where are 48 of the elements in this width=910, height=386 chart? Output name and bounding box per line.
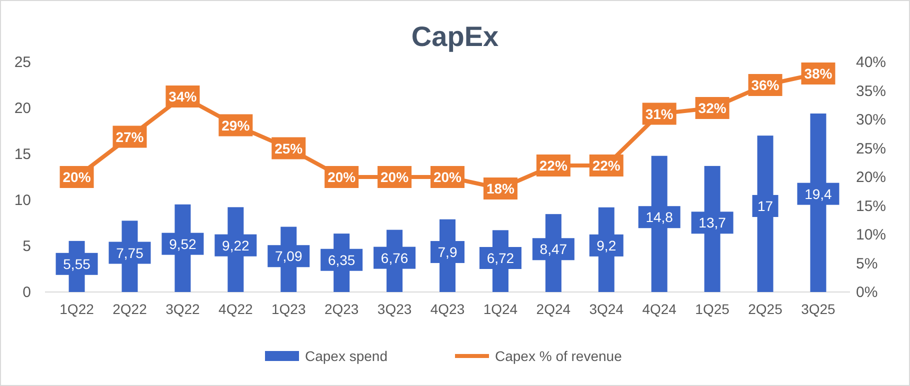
x-tick-label: 3Q23 — [377, 301, 412, 317]
y2-tick-label: 15% — [856, 198, 886, 215]
x-tick-label: 1Q23 — [271, 301, 306, 317]
y-tick-label: 15 — [14, 146, 31, 163]
data-label: 13,7 — [698, 214, 726, 231]
data-label: 9,2 — [596, 237, 616, 254]
data-label: 6,35 — [328, 252, 356, 268]
legend-label: Capex % of revenue — [495, 348, 622, 364]
y2-tick-label: 5% — [856, 255, 878, 272]
x-tick-label: 2Q22 — [112, 301, 148, 317]
chart-title: CapEx — [411, 21, 499, 52]
x-tick-label: 1Q24 — [483, 301, 518, 317]
y2-tick-label: 25% — [856, 140, 886, 158]
x-tick-label: 1Q25 — [695, 301, 730, 317]
y2-tick-label: 0% — [856, 284, 878, 301]
y-tick-label: 0 — [22, 284, 31, 301]
x-tick-label: 1Q22 — [60, 301, 94, 317]
x-tick-label: 2Q25 — [748, 301, 783, 317]
data-label: 8,47 — [540, 241, 568, 258]
x-tick-label: 4Q23 — [430, 301, 465, 317]
x-tick-label: 3Q25 — [801, 301, 836, 317]
y-tick-label: 20 — [14, 100, 31, 117]
data-label: 6,72 — [486, 250, 514, 266]
legend-label: Capex spend — [305, 348, 388, 364]
data-label: 14,8 — [646, 209, 674, 226]
x-tick-label: 3Q22 — [166, 301, 200, 317]
data-label: 9,22 — [222, 237, 250, 254]
x-tick-label: 2Q24 — [536, 301, 571, 317]
data-label: 7,75 — [116, 244, 144, 261]
data-label: 9,52 — [169, 236, 197, 252]
y-tick-label: 5 — [22, 238, 31, 255]
x-tick-label: 4Q24 — [642, 301, 677, 317]
data-label: 6,76 — [380, 250, 408, 266]
y-tick-label: 10 — [14, 192, 31, 209]
x-tick-label: 4Q22 — [218, 301, 253, 317]
data-label: 7,09 — [274, 248, 302, 264]
x-tick-label: 2Q23 — [324, 301, 359, 317]
data-label: 7,9 — [438, 244, 458, 260]
y2-tick-label: 35% — [856, 82, 886, 100]
y2-tick-label: 40% — [856, 54, 886, 71]
y2-tick-label: 10% — [856, 226, 886, 244]
data-label: 5,55 — [63, 256, 91, 272]
y-tick-label: 25 — [14, 54, 31, 71]
x-tick-label: 3Q24 — [589, 301, 624, 317]
data-label: 19,4 — [804, 186, 832, 202]
data-label: 17 — [757, 198, 774, 214]
y2-tick-label: 30% — [856, 112, 886, 128]
y2-tick-label: 20% — [856, 169, 886, 186]
